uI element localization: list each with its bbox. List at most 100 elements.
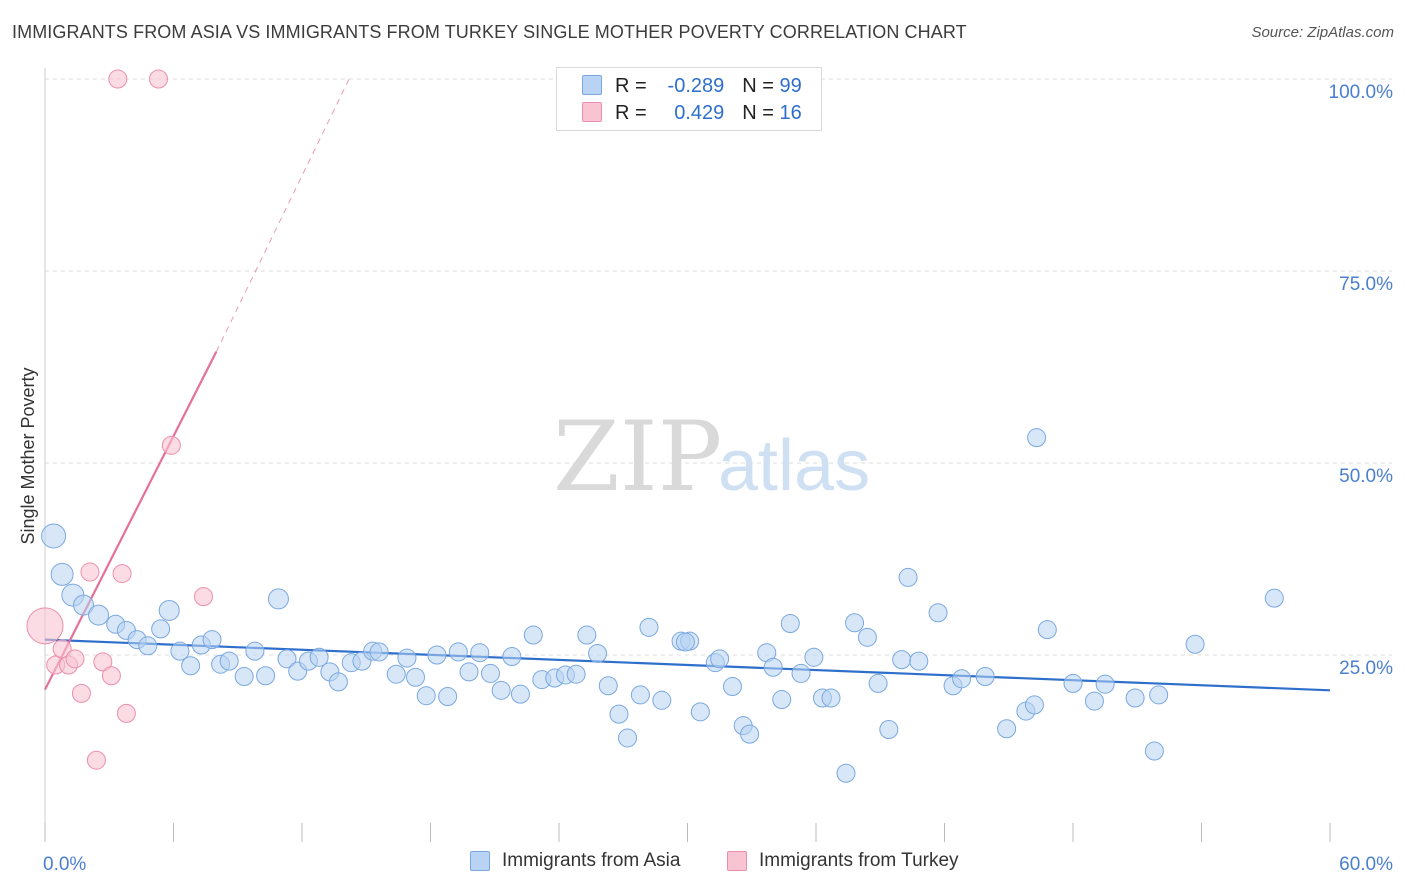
data-point-asia [722,676,742,696]
legend-swatch-turkey [727,851,747,871]
data-point-asia [158,599,180,621]
chart-title: IMMIGRANTS FROM ASIA VS IMMIGRANTS FROM … [12,22,967,42]
data-point-asia [219,651,239,671]
data-point-asia [975,667,995,687]
data-point-asia [1185,634,1205,654]
data-point-asia [791,663,811,683]
data-point-turkey [116,703,136,723]
watermark-zip: ZIP [553,401,722,513]
data-point-turkey [193,587,213,607]
stats-r-label: R = [615,101,647,124]
data-point-turkey [149,69,169,89]
data-point-asia [639,617,659,637]
data-point-asia [1027,428,1047,448]
data-point-turkey [26,607,64,645]
data-point-asia [427,645,447,665]
data-point-asia [630,685,650,705]
trend-line-turkey-extension [215,78,350,352]
data-point-turkey [86,750,106,770]
data-point-asia [566,664,586,684]
data-point-asia [73,594,95,616]
stats-row-asia: R = -0.289 N = 99 [582,73,810,99]
tick-labels: 25.0% 50.0% 75.0% 100.0% 0.0% 60.0% [43,82,1393,875]
data-point-asia [836,763,856,783]
stats-n-label: N = [742,101,774,124]
data-point-asia [740,724,760,744]
data-point-asia [879,719,899,739]
legend-label-turkey: Immigrants from Turkey [759,850,959,871]
data-point-asia [438,686,458,706]
data-point-asia [448,642,468,662]
data-point-asia [952,669,972,689]
stats-n-label: N = [742,74,774,97]
data-point-asia [577,625,597,645]
stats-swatch-turkey [582,102,602,122]
data-point-asia [772,690,792,710]
data-point-asia [181,656,201,676]
series-asia-points [41,428,1284,783]
trend-line-turkey [44,351,218,691]
data-point-asia [763,657,783,677]
data-point-asia [151,619,171,639]
data-point-asia [690,702,710,722]
data-point-asia [892,650,912,670]
data-point-asia [618,728,638,748]
y-tick-label: 75.0% [1339,274,1393,295]
data-point-asia [609,704,629,724]
data-point-asia [1063,673,1083,693]
legend: Immigrants from Asia Immigrants from Tur… [0,850,1406,878]
data-point-asia [386,664,406,684]
legend-item-turkey[interactable]: Immigrants from Turkey [727,850,959,872]
data-point-asia [202,630,222,650]
data-point-asia [710,649,730,669]
stats-row-turkey: R = 0.429 N = 16 [582,100,810,126]
chart-source: Source: ZipAtlas.com [1251,24,1394,41]
data-point-asia [480,663,500,683]
data-point-asia [277,649,297,669]
data-point-asia [328,672,348,692]
data-point-turkey [161,435,181,455]
data-point-asia [780,614,800,634]
data-point-asia [1084,691,1104,711]
data-point-asia [928,603,948,623]
data-point-asia [234,667,254,687]
data-point-asia [868,673,888,693]
data-point-asia [1125,688,1145,708]
stats-n-value: 16 [779,101,802,124]
legend-label-asia: Immigrants from Asia [502,850,681,871]
stats-r-label: R = [615,74,647,97]
series-turkey-points [26,69,213,770]
watermark-atlas: atlas [718,426,870,506]
data-point-asia [821,688,841,708]
legend-item-asia[interactable]: Immigrants from Asia [470,850,680,872]
data-point-asia [675,632,695,652]
data-point-asia [1095,674,1115,694]
data-point-turkey [112,564,132,584]
data-point-asia [845,613,865,633]
trend-lines [44,78,1331,692]
stats-n-value: 99 [779,74,802,97]
data-point-turkey [101,666,121,686]
data-point-asia [245,641,265,661]
data-point-asia [1149,685,1169,705]
data-point-asia [1144,741,1164,761]
data-point-asia [88,604,110,626]
data-point-asia [41,523,67,549]
data-point-asia [406,667,426,687]
y-tick-label: 100.0% [1329,82,1394,103]
data-point-asia [510,684,530,704]
data-point-asia [170,641,190,661]
data-point-turkey [108,69,128,89]
data-point-turkey [80,562,100,582]
data-point-asia [652,690,672,710]
data-point-asia [256,666,276,686]
data-point-asia [491,680,511,700]
data-point-turkey [65,649,85,669]
data-point-asia [898,567,918,587]
data-point-asia [502,647,522,667]
x-tick-label: 60.0% [1339,854,1393,875]
stats-box: R = -0.289 N = 99 R = 0.429 N = 16 [556,67,822,131]
data-point-asia [138,636,158,656]
data-point-asia [598,676,618,696]
